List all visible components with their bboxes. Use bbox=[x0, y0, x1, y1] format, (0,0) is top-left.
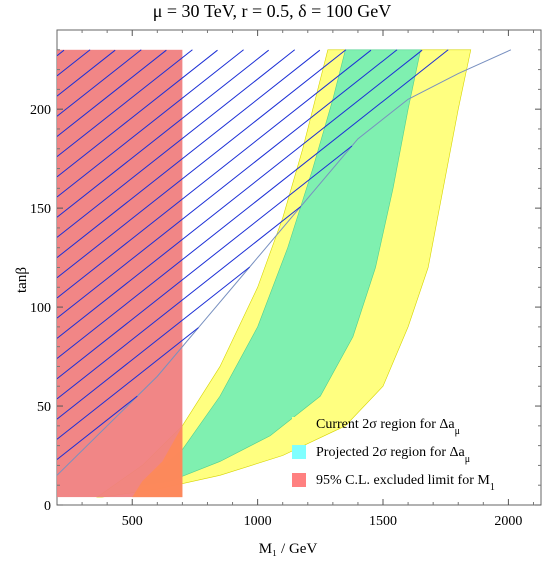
excluded-m1-region bbox=[57, 49, 183, 498]
x-tick-label: 1000 bbox=[244, 514, 272, 529]
plot-layer: 500 1000 1500 2000 0 50 100 150 200 bbox=[30, 29, 542, 529]
hatch-line bbox=[57, 327, 199, 440]
legend-label: Projected 2σ region for Δaμ bbox=[316, 445, 470, 465]
legend-label: Current 2σ region for Δaμ bbox=[316, 417, 460, 437]
y-tick-label: 50 bbox=[37, 400, 51, 415]
hatch-line bbox=[57, 49, 372, 299]
hatch-lines-group bbox=[57, 49, 449, 460]
hatch-line bbox=[57, 49, 193, 158]
hatch-line bbox=[57, 145, 353, 380]
hatch-line bbox=[57, 49, 296, 238]
x-tick-label: 1500 bbox=[369, 514, 397, 529]
legend-swatch bbox=[292, 445, 306, 459]
hatch-line bbox=[57, 49, 65, 57]
clipped-plot-content bbox=[57, 49, 512, 498]
hatch-line bbox=[57, 395, 138, 460]
projected-2sigma-band bbox=[138, 49, 421, 486]
hatch-line bbox=[57, 49, 398, 319]
hatch-line bbox=[57, 49, 347, 279]
legend-swatch bbox=[292, 417, 306, 431]
x-axis-label: M₁ / GeV bbox=[259, 541, 318, 557]
overlap-region bbox=[132, 425, 183, 498]
hatch-line bbox=[57, 49, 116, 97]
hatch-boundary-line bbox=[57, 49, 512, 476]
x-tick-label: 500 bbox=[122, 514, 143, 529]
x-tick-label: 2000 bbox=[494, 514, 522, 529]
hatch-line bbox=[57, 49, 244, 198]
legend-item: 95% C.L. excluded limit for M1 bbox=[292, 473, 495, 493]
legend-label: 95% C.L. excluded limit for M1 bbox=[316, 473, 495, 493]
hatch-line bbox=[57, 49, 423, 339]
chart-title: μ = 30 TeV, r = 0.5, δ = 100 GeV bbox=[153, 1, 391, 21]
legend-item: Projected 2σ region for Δaμ bbox=[292, 445, 470, 465]
legend: Current 2σ region for Δaμ Projected 2σ re… bbox=[292, 417, 495, 493]
hatch-line bbox=[57, 49, 167, 137]
y-axis-label: tanβ bbox=[14, 267, 30, 293]
hatch-line bbox=[57, 49, 142, 117]
hatch-line bbox=[57, 49, 218, 178]
y-tick-label: 200 bbox=[30, 103, 51, 118]
legend-item: Current 2σ region for Δaμ bbox=[292, 417, 460, 437]
hatch-line bbox=[57, 49, 269, 218]
hatch-line bbox=[57, 206, 302, 400]
axes-ticks-group: 500 1000 1500 2000 0 50 100 150 200 bbox=[30, 30, 541, 529]
y-tick-label: 150 bbox=[30, 202, 51, 217]
y-tick-label: 0 bbox=[44, 499, 51, 514]
legend-swatch bbox=[292, 473, 306, 487]
hatch-line bbox=[57, 49, 321, 258]
hatch-line bbox=[57, 266, 250, 420]
hatch-line bbox=[57, 49, 91, 77]
y-tick-label: 100 bbox=[30, 301, 51, 316]
hatch-line bbox=[57, 49, 449, 359]
